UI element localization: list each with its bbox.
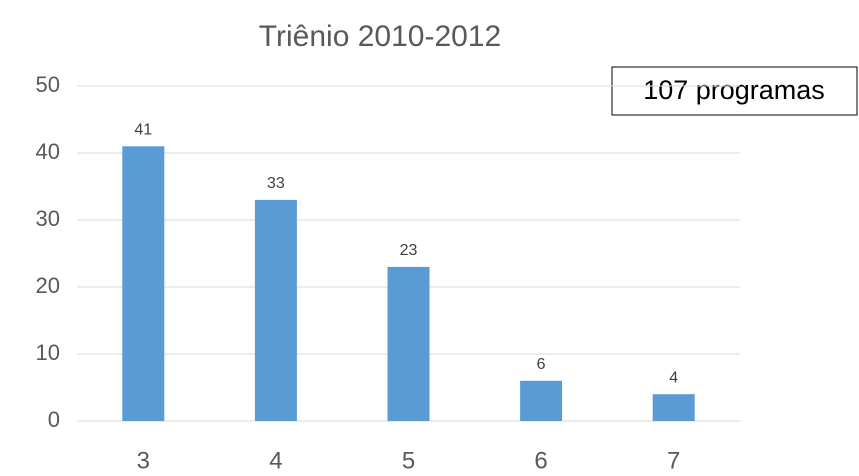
x-tick-label: 6 (534, 447, 547, 474)
y-tick-label: 0 (48, 407, 60, 432)
data-label: 6 (537, 356, 546, 373)
bar (387, 266, 430, 421)
bar (652, 394, 695, 421)
data-label: 41 (134, 122, 152, 139)
y-tick-label: 20 (36, 273, 60, 298)
y-tick-label: 10 (36, 340, 60, 365)
y-tick-label: 40 (36, 139, 60, 164)
bar (122, 146, 165, 422)
x-tick-label: 3 (137, 447, 150, 474)
annotation: 107 programas (643, 75, 825, 105)
data-label: 23 (400, 242, 418, 259)
x-tick-label: 5 (402, 447, 415, 474)
x-tick-label: 4 (269, 447, 282, 474)
chart-title: Triênio 2010-2012 (259, 20, 501, 53)
annotation-box (611, 66, 858, 116)
bar (254, 199, 297, 421)
x-tick-label: 7 (667, 447, 680, 474)
data-label: 33 (267, 175, 285, 192)
data-label: 4 (669, 369, 678, 386)
y-tick-label: 50 (36, 72, 60, 97)
y-tick-label: 30 (36, 206, 60, 231)
bar (520, 380, 563, 421)
